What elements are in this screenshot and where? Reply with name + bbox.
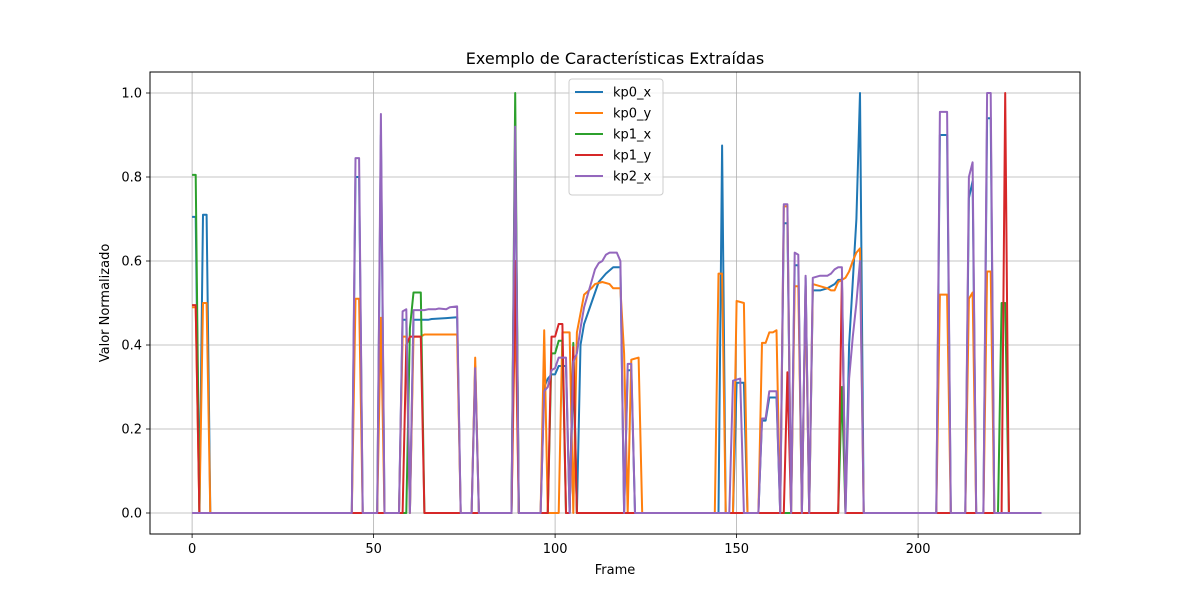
legend-label-kp2_x: kp2_x bbox=[613, 170, 652, 185]
x-tick-label: 200 bbox=[906, 542, 931, 557]
axis-ticks: 0 50 100 150 200 0.0 0.2 0.4 0.6 0.8 1.0 bbox=[121, 87, 930, 558]
x-tick-label: 50 bbox=[365, 542, 382, 557]
x-axis-label: Frame bbox=[595, 563, 636, 578]
y-tick-label: 0.4 bbox=[121, 339, 142, 354]
y-tick-label: 0.8 bbox=[121, 171, 142, 186]
legend-label-kp1_x: kp1_x bbox=[613, 128, 652, 143]
legend: kp0_x kp0_y kp1_x kp1_y kp2_x bbox=[568, 78, 664, 196]
chart-title: Exemplo de Características Extraídas bbox=[466, 49, 764, 68]
legend-label-kp0_x: kp0_x bbox=[613, 86, 652, 101]
y-axis-label: Valor Normalizado bbox=[98, 244, 113, 363]
series-line-kp2_x bbox=[192, 92, 1042, 514]
y-tick-label: 0.2 bbox=[121, 423, 142, 438]
legend-label-kp0_y: kp0_y bbox=[613, 107, 652, 122]
plot-frame bbox=[149, 71, 1081, 535]
series-lines bbox=[192, 92, 1042, 514]
legend-label-kp1_y: kp1_y bbox=[613, 149, 652, 164]
x-tick-label: 0 bbox=[188, 542, 196, 557]
legend-box bbox=[568, 78, 664, 196]
y-tick-label: 1.0 bbox=[121, 87, 142, 102]
x-tick-label: 100 bbox=[543, 542, 568, 557]
x-tick-label: 150 bbox=[724, 542, 749, 557]
y-tick-label: 0.6 bbox=[121, 255, 142, 270]
y-tick-label: 0.0 bbox=[121, 507, 142, 522]
